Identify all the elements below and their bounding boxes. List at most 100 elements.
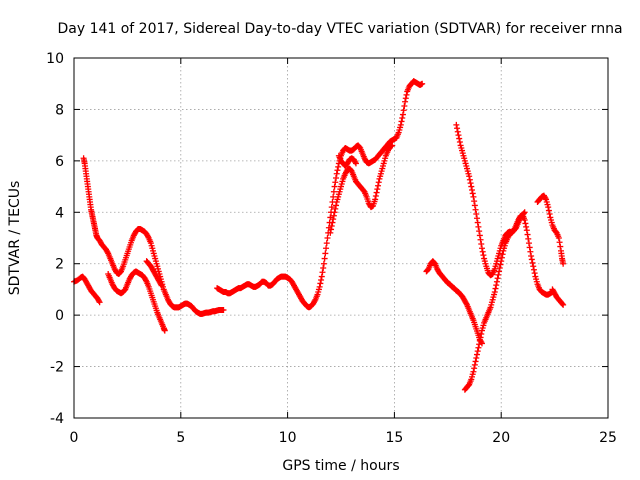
data-point (530, 266, 537, 273)
data-point (335, 163, 342, 170)
data-point (466, 173, 473, 180)
data-point (469, 190, 476, 197)
x-tick-label: 20 (492, 430, 510, 446)
data-point (323, 245, 330, 252)
data-point (321, 255, 328, 262)
data-point (332, 205, 339, 212)
data-point (523, 227, 530, 234)
data-point (470, 368, 477, 375)
data-point (454, 128, 461, 135)
data-point (454, 125, 461, 132)
data-point (327, 229, 334, 236)
data-point (397, 121, 404, 128)
y-tick-label: 4 (55, 205, 64, 221)
data-point (324, 235, 331, 241)
data-point (333, 175, 340, 181)
data-point (374, 186, 381, 193)
grid (74, 58, 608, 418)
data-point (320, 260, 327, 267)
data-points (71, 78, 567, 393)
data-point (479, 248, 486, 255)
data-point (476, 341, 483, 348)
data-point (455, 132, 462, 139)
data-point (375, 182, 382, 189)
data-point (328, 204, 335, 211)
data-point (330, 216, 337, 223)
data-point (476, 337, 483, 344)
series-3 (105, 268, 168, 334)
data-point (525, 240, 532, 247)
series-9 (453, 121, 528, 279)
plot-frame (73, 57, 609, 419)
data-point (521, 217, 528, 223)
data-point (478, 241, 485, 247)
data-point (473, 215, 480, 222)
data-point (471, 365, 478, 372)
data-point (492, 285, 499, 292)
data-point (542, 195, 549, 202)
data-point (352, 159, 359, 166)
data-point (559, 301, 566, 307)
chart-title: Day 141 of 2017, Sidereal Day-to-day VTE… (57, 21, 622, 37)
data-point (468, 183, 475, 190)
data-point (145, 233, 152, 240)
data-point (328, 223, 335, 229)
series-1 (71, 273, 103, 306)
data-point (332, 179, 339, 186)
data-point (95, 298, 102, 304)
data-point (475, 223, 482, 230)
data-point (399, 115, 406, 121)
data-point (472, 206, 479, 213)
data-point (400, 107, 407, 114)
series-5 (214, 78, 426, 311)
series-7 (335, 152, 359, 169)
data-point (419, 80, 426, 87)
data-point (402, 98, 409, 105)
data-point (557, 243, 564, 250)
data-point (560, 260, 567, 267)
series-10 (461, 211, 556, 393)
data-point (555, 235, 562, 241)
data-point (96, 299, 103, 306)
series-11 (534, 192, 567, 267)
x-tick-label: 15 (385, 430, 403, 446)
data-point (334, 167, 341, 174)
series-8 (423, 258, 485, 347)
data-point (471, 361, 478, 368)
y-tick-label: 0 (55, 308, 64, 324)
data-point (524, 231, 531, 238)
data-point (471, 202, 478, 209)
data-point (330, 212, 337, 219)
data-point (399, 111, 406, 118)
data-point (220, 307, 227, 313)
data-point (328, 226, 335, 233)
data-point (158, 282, 165, 289)
data-point (476, 228, 483, 235)
data-point (525, 235, 532, 242)
data-point (498, 258, 505, 265)
series-2 (80, 155, 227, 317)
y-tick-label: 2 (55, 257, 64, 273)
data-point (453, 121, 460, 128)
series-6 (327, 142, 396, 236)
data-point (480, 252, 487, 259)
data-point (319, 269, 326, 276)
y-tick-label: -2 (50, 360, 64, 376)
data-point (494, 275, 501, 282)
data-point (373, 189, 380, 196)
x-tick-label: 0 (70, 430, 79, 446)
data-point (467, 180, 474, 187)
data-point (478, 245, 485, 252)
data-point (398, 118, 405, 125)
data-point (498, 254, 505, 261)
data-point (318, 273, 325, 280)
data-point (523, 223, 530, 230)
x-tick-label: 25 (599, 430, 617, 446)
data-point (477, 236, 484, 243)
data-point (545, 204, 552, 211)
data-point (545, 207, 552, 214)
data-point (372, 196, 379, 203)
data-point (529, 259, 536, 266)
data-point (318, 277, 325, 283)
